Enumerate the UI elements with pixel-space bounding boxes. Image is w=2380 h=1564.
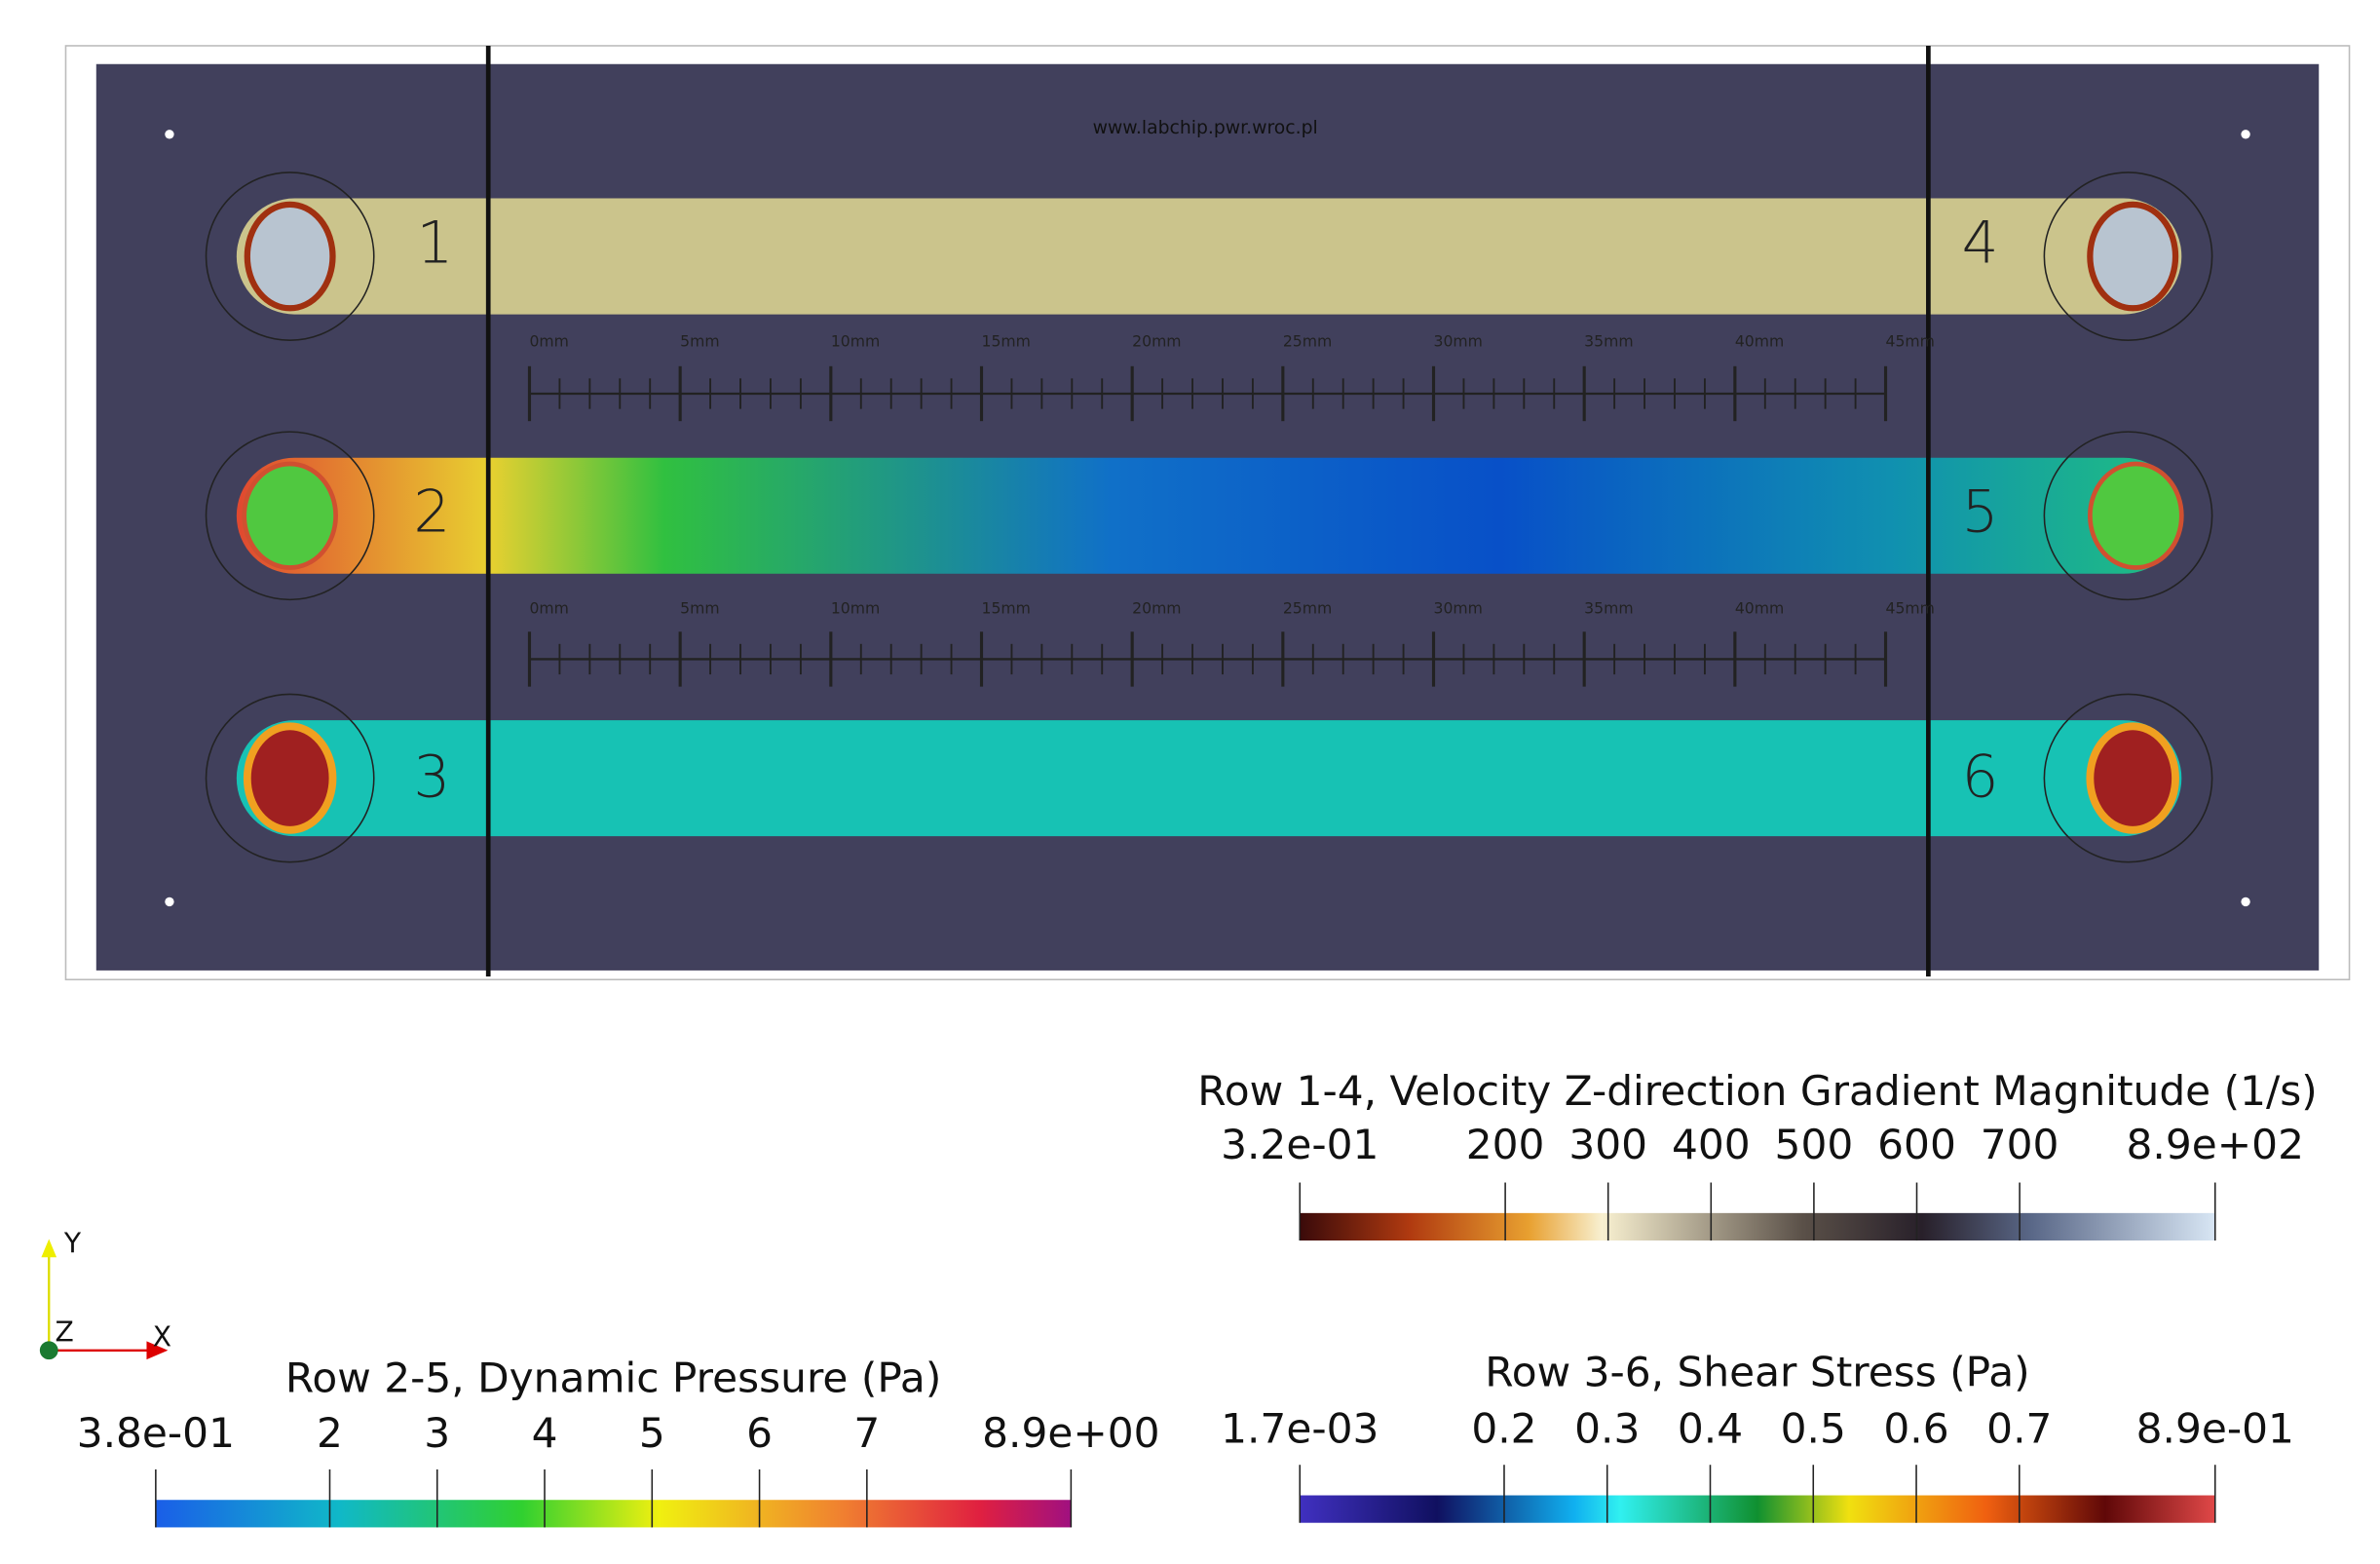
ruler-label: 45mm — [1886, 331, 1935, 350]
inlet — [2088, 461, 2184, 570]
colorbar-tick-label: 8.9e+02 — [2127, 1121, 2304, 1168]
ruler-label: 10mm — [831, 598, 880, 617]
render-view: www.labchip.pwr.wroc.pl 1 2 3 4 5 6 0mm 5… — [64, 45, 2351, 981]
ruler-label: 35mm — [1584, 598, 1633, 617]
ruler-label: 45mm — [1886, 598, 1935, 617]
channel-label: 6 — [1962, 744, 1999, 812]
colorbar-title: Row 1-4, Velocity Z-direction Gradient M… — [1197, 1067, 2317, 1115]
port — [2043, 431, 2213, 601]
ruler-label: 0mm — [529, 598, 568, 617]
inlet — [243, 722, 337, 834]
port — [2043, 172, 2213, 341]
colorbar-tick-label: 0.5 — [1781, 1404, 1846, 1452]
watermark: www.labchip.pwr.wroc.pl — [1093, 118, 1318, 138]
colorbar-tick-label: 3 — [424, 1409, 450, 1457]
channel-2 — [236, 457, 2182, 574]
colorbar-tick-label: 400 — [1672, 1121, 1751, 1168]
inlet — [244, 201, 336, 312]
colorbar-tick-label: 500 — [1775, 1121, 1854, 1168]
colorbar-tick-label: 6 — [746, 1409, 773, 1457]
colorbar-tick-label: 0.4 — [1678, 1404, 1743, 1452]
ruler-label: 25mm — [1283, 331, 1332, 350]
colorbar-tick-label: 2 — [317, 1409, 343, 1457]
colorbar — [155, 1500, 1072, 1528]
ruler-label: 10mm — [831, 331, 880, 350]
channel-label: 5 — [1962, 478, 1999, 546]
colorbar-tick-label: 700 — [1981, 1121, 2059, 1168]
colorbar-tick-label: 3.2e-01 — [1221, 1121, 1379, 1168]
colorbar-tick-label: 0.6 — [1883, 1404, 1948, 1452]
colorbar-tick-label: 300 — [1568, 1121, 1647, 1168]
colorbar-tick-label: 5 — [639, 1409, 665, 1457]
ruler-label: 20mm — [1132, 598, 1181, 617]
colorbar-tick-label: 1.7e-03 — [1221, 1404, 1379, 1452]
axis-label: Y — [63, 1228, 82, 1260]
colorbar-tick-label: 600 — [1877, 1121, 1956, 1168]
colorbar-tick-label: 7 — [853, 1409, 880, 1457]
colorbar — [1300, 1212, 2215, 1241]
ruler-label: 40mm — [1735, 331, 1784, 350]
ruler-label: 5mm — [680, 331, 719, 350]
ruler-label: 5mm — [680, 598, 719, 617]
colorbar-tick-label: 3.8e-01 — [77, 1409, 235, 1457]
axis-label: Z — [56, 1316, 74, 1349]
channel-label: 4 — [1962, 210, 1999, 278]
port — [205, 693, 375, 863]
ruler-label: 25mm — [1283, 598, 1332, 617]
port — [2043, 693, 2213, 863]
colorbar-tick-label: 200 — [1466, 1121, 1545, 1168]
ruler-label: 30mm — [1434, 331, 1483, 350]
inlet — [2087, 201, 2179, 312]
channel-label: 2 — [413, 478, 450, 546]
ruler-label: 30mm — [1434, 598, 1483, 617]
colorbar-tick-label: 8.9e-01 — [2136, 1404, 2294, 1452]
colorbar-tick-label: 8.9e+00 — [982, 1409, 1159, 1457]
channel-label: 1 — [416, 210, 453, 278]
ruler-label: 0mm — [529, 331, 568, 350]
channel-1 — [236, 198, 2182, 315]
port — [205, 431, 375, 601]
inlet — [2086, 722, 2179, 834]
colorbar-tick-label: 0.2 — [1471, 1404, 1536, 1452]
channel-label: 3 — [413, 744, 450, 812]
colorbar-tick-label: 4 — [532, 1409, 558, 1457]
colorbar-title: Row 2-5, Dynamic Pressure (Pa) — [285, 1354, 941, 1402]
ruler-label: 15mm — [981, 331, 1030, 350]
colorbar-title: Row 3-6, Shear Stress (Pa) — [1485, 1348, 2029, 1395]
ruler-label: 35mm — [1584, 331, 1633, 350]
orientation-axes: Y Z X — [39, 1228, 171, 1360]
colorbar — [1300, 1495, 2215, 1523]
colorbar-tick-label: 0.3 — [1574, 1404, 1640, 1452]
ruler-label: 15mm — [981, 598, 1030, 617]
port — [205, 172, 375, 341]
channel-3 — [236, 720, 2182, 837]
ruler-label: 40mm — [1735, 598, 1784, 617]
inlet — [242, 461, 338, 570]
ruler-label: 20mm — [1132, 331, 1181, 350]
colorbar-tick-label: 0.7 — [1986, 1404, 2052, 1452]
axis-label: X — [153, 1320, 171, 1353]
